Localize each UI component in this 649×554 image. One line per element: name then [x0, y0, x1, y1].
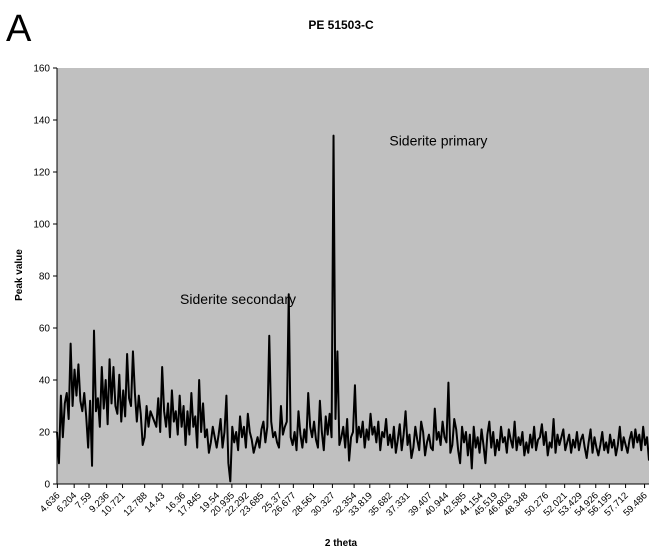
y-tick-label: 0 [44, 480, 50, 491]
y-axis-label: Peak value [14, 249, 25, 301]
series-line [56, 134, 649, 483]
y-tick-label: 140 [33, 116, 50, 127]
x-axis-label: 2 theta [325, 538, 358, 549]
peak-annotation: Siderite primary [389, 133, 487, 149]
y-tick-label: 160 [33, 64, 50, 75]
series-layer [56, 134, 649, 483]
y-tick-label: 60 [39, 324, 51, 335]
y-tick-label: 100 [33, 220, 50, 231]
y-tick-label: 80 [39, 272, 51, 283]
annotation-layer: Siderite primary Siderite secondary [180, 133, 487, 308]
panel-label: A [6, 8, 32, 50]
x-axis: 4.6366.2047.599.23610.72112.78814.4316.3… [38, 483, 649, 519]
peak-annotation: Siderite secondary [180, 291, 296, 307]
y-tick-label: 40 [39, 376, 51, 387]
x-tick-label: 14.43 [143, 490, 168, 515]
y-axis: 0 20 40 60 80 100 120 140 160 [33, 64, 58, 491]
y-tick-label: 120 [33, 168, 50, 179]
y-tick-label: 20 [39, 428, 51, 439]
chart-title: PE 51503-C [308, 18, 374, 32]
